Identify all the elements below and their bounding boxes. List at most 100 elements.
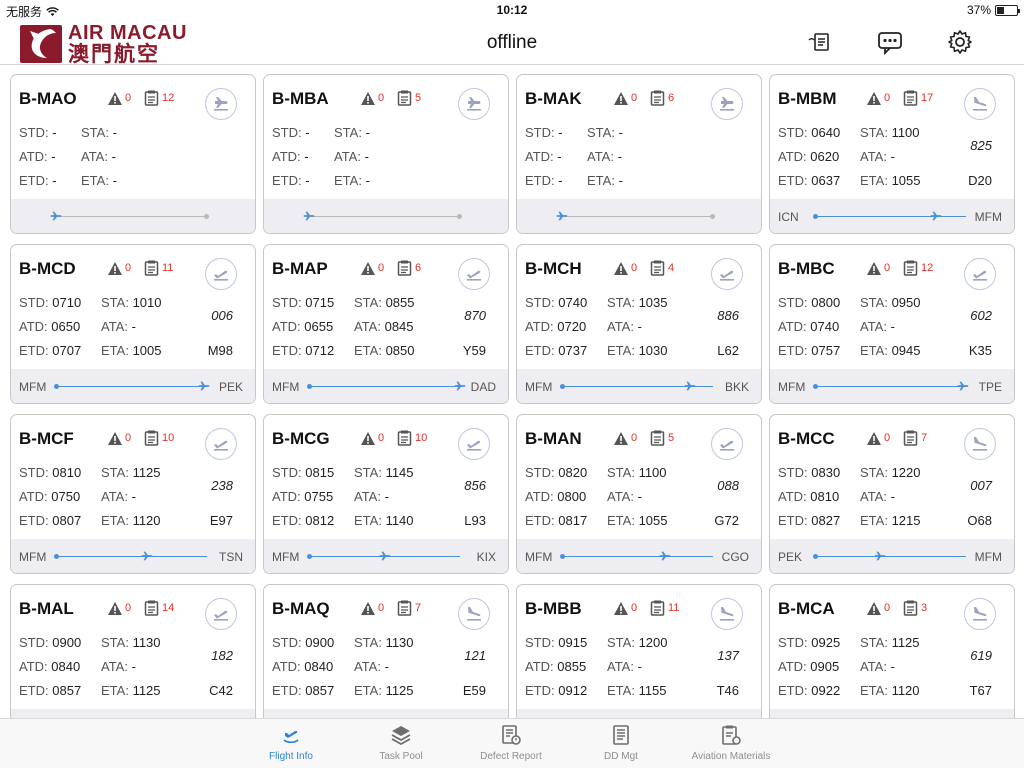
origin-airport: MFM	[778, 380, 806, 394]
route-progress: MFM TSN	[11, 539, 255, 573]
flight-status-icon[interactable]	[964, 598, 996, 630]
gate-stand: C42	[209, 683, 233, 698]
arrival-plane-icon[interactable]	[964, 428, 996, 460]
std-label: STD:	[19, 635, 49, 650]
aircraft-registration: B-MBC	[778, 259, 835, 278]
etd-value: 0707	[52, 343, 82, 358]
departure-plane-icon[interactable]	[458, 258, 490, 290]
flight-card-b-mba[interactable]: B-MBA 0 5 STD: - ATD: - ETD: - STA: - ATA: - ETA…	[263, 74, 509, 234]
atd-value: 0755	[304, 489, 334, 504]
flight-card-b-mbc[interactable]: B-MBC 0 12 STD: 0800 ATD: 0740 ETD: 0757 STA: …	[769, 244, 1015, 404]
flight-card-b-mbb[interactable]: B-MBB 0 11 STD: 0915 ATD: 0855 ETD: 0912 STA: …	[516, 584, 762, 744]
departure-plane-icon[interactable]	[205, 258, 237, 290]
tab-dd-mgt[interactable]: DD Mgt	[576, 723, 666, 762]
departure-plane-icon[interactable]	[205, 598, 237, 630]
departure-plane-icon[interactable]	[711, 428, 743, 460]
sta-label: STA:	[860, 635, 888, 650]
std-value: 0740	[558, 295, 588, 310]
sta-label: STA:	[860, 465, 888, 480]
logo-mark-icon	[20, 25, 62, 63]
message-icon[interactable]	[876, 28, 904, 56]
destination-dot	[710, 214, 715, 219]
flight-card-b-mcc[interactable]: B-MCC 0 7 STD: 0830 ATD: 0810 ETD: 0827 STA: 1…	[769, 414, 1015, 574]
atd-value: -	[557, 149, 562, 164]
std-value: -	[558, 125, 563, 140]
std-value: 0915	[558, 635, 588, 650]
sta-value: -	[618, 125, 623, 140]
sta-label: STA:	[860, 295, 888, 310]
arrival-plane-icon[interactable]	[711, 598, 743, 630]
ata-label: ATA:	[860, 659, 887, 674]
gate-stand: O68	[967, 513, 992, 528]
sta-value: 1010	[132, 295, 162, 310]
handover-icon[interactable]	[806, 28, 834, 56]
aircraft-progress-icon	[957, 381, 969, 391]
origin-airport: MFM	[525, 380, 553, 394]
tab-flight-info[interactable]: Flight Info	[246, 723, 336, 762]
sta-value: 1035	[638, 295, 668, 310]
aircraft-registration: B-MBA	[272, 89, 329, 108]
etd-label: ETD:	[272, 513, 302, 528]
sta-value: 1100	[638, 465, 667, 480]
task-list-icon	[397, 600, 412, 616]
route-progress: MFM DAD	[264, 369, 508, 403]
flight-number: 619	[970, 648, 992, 663]
task-list-icon	[144, 430, 159, 446]
std-label: STD:	[19, 295, 49, 310]
departure-plane-icon[interactable]	[458, 428, 490, 460]
atd-label: ATD:	[778, 319, 807, 334]
flight-status-icon[interactable]	[458, 88, 490, 120]
std-label: STD:	[272, 295, 302, 310]
sta-value: 0855	[385, 295, 415, 310]
departure-plane-icon[interactable]	[205, 428, 237, 460]
logo-chinese: 澳門航空	[68, 43, 160, 66]
departure-plane-icon[interactable]	[711, 258, 743, 290]
eta-label: ETA:	[860, 173, 888, 188]
atd-label: ATD:	[525, 149, 554, 164]
tab-aviation-materials[interactable]: Aviation Materials	[686, 723, 776, 762]
task-list-icon	[903, 260, 918, 276]
flight-status-icon[interactable]	[711, 88, 743, 120]
departure-plane-icon[interactable]	[964, 258, 996, 290]
flight-card-b-map[interactable]: B-MAP 0 6 STD: 0715 ATD: 0655 ETD: 0712 STA: 0…	[263, 244, 509, 404]
atd-label: ATD:	[525, 489, 554, 504]
ata-label: ATA:	[354, 319, 381, 334]
arrival-plane-icon[interactable]	[964, 88, 996, 120]
atd-value: 0840	[51, 659, 81, 674]
tab-defect-report[interactable]: Defect Report	[466, 723, 556, 762]
eta-value: 1120	[132, 513, 161, 528]
etd-label: ETD:	[778, 683, 808, 698]
flight-card-b-man[interactable]: B-MAN 0 5 STD: 0820 ATD: 0800 ETD: 0817 STA: 1…	[516, 414, 762, 574]
std-value: 0710	[52, 295, 82, 310]
page-title: offline	[486, 32, 538, 53]
flight-card-b-mcf[interactable]: B-MCF 0 10 STD: 0810 ATD: 0750 ETD: 0807 STA: …	[10, 414, 256, 574]
flight-card-grid: B-MAO 0 12 STD: - ATD: - ETD: - STA: - ATA: - ET…	[10, 74, 1015, 744]
flight-card-b-mak[interactable]: B-MAK 0 6 STD: - ATD: - ETD: - STA: - ATA: - ETA…	[516, 74, 762, 234]
tab-task-pool[interactable]: Task Pool	[356, 723, 446, 762]
eta-label: ETA:	[101, 683, 129, 698]
std-value: 0900	[305, 635, 335, 650]
flight-card-b-mcd[interactable]: B-MCD 0 11 STD: 0710 ATD: 0650 ETD: 0707 STA: …	[10, 244, 256, 404]
settings-icon[interactable]	[946, 28, 974, 56]
flight-status-icon[interactable]	[205, 88, 237, 120]
eta-value: 0850	[385, 343, 415, 358]
ata-value: -	[637, 489, 642, 504]
arrival-plane-icon[interactable]	[458, 598, 490, 630]
flight-number: 238	[211, 478, 233, 493]
carrier-label: 无服务	[6, 5, 43, 19]
eta-label: ETA:	[354, 683, 382, 698]
eta-label: ETA:	[860, 683, 888, 698]
flight-card-b-mch[interactable]: B-MCH 0 4 STD: 0740 ATD: 0720 ETD: 0737 STA: 1…	[516, 244, 762, 404]
flight-card-b-mbm[interactable]: B-MBM 0 17 STD: 0640 ATD: 0620 ETD: 0637 STA: …	[769, 74, 1015, 234]
std-value: 0815	[305, 465, 335, 480]
atd-label: ATD:	[778, 489, 807, 504]
task-count: 4	[668, 262, 675, 274]
atd-label: ATD:	[778, 659, 807, 674]
aircraft-progress-icon	[141, 551, 152, 561]
flight-number: 856	[464, 478, 486, 493]
flight-card-b-mcg[interactable]: B-MCG 0 10 STD: 0815 ATD: 0755 ETD: 0812 STA: …	[263, 414, 509, 574]
atd-value: 0855	[557, 659, 587, 674]
task-count: 7	[415, 602, 422, 614]
flight-card-b-mao[interactable]: B-MAO 0 12 STD: - ATD: - ETD: - STA: - ATA: - ET…	[10, 74, 256, 234]
atd-label: ATD:	[272, 659, 301, 674]
